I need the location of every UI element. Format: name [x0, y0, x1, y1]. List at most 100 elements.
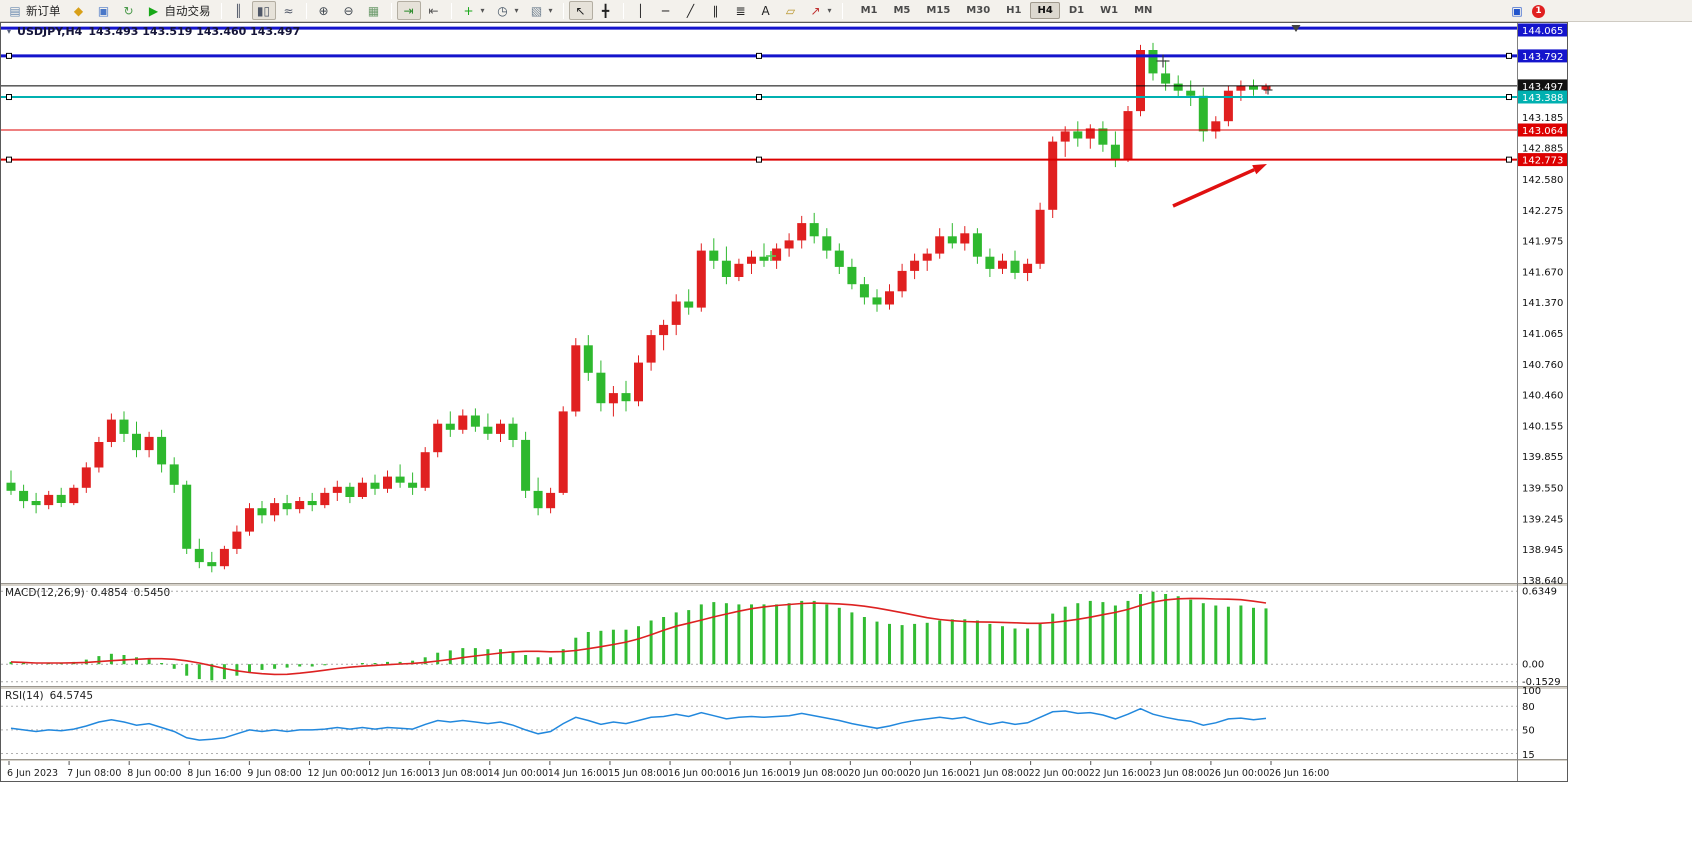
arrows-button[interactable]: ↗ ▾: [804, 1, 837, 20]
chart-ohlc-values: 143.493 143.519 143.460 143.497: [88, 25, 301, 38]
horizontal-lines: [1, 26, 1517, 163]
text-label-icon: ▱: [785, 3, 796, 18]
svg-text:22 Jun 00:00: 22 Jun 00:00: [1029, 768, 1089, 779]
accounts-button[interactable]: ▣: [92, 1, 116, 20]
timeframe-M5[interactable]: M5: [893, 5, 911, 16]
line-handle[interactable]: [756, 156, 762, 163]
zoom-out-icon: ⊖: [343, 3, 354, 18]
fibonacci-button[interactable]: ≣: [729, 1, 753, 20]
timeframe-H1[interactable]: H1: [1006, 5, 1022, 16]
autotrading-button[interactable]: ▶ 自动交易: [142, 1, 216, 20]
candlestick-button[interactable]: ▮▯: [251, 1, 276, 20]
text-label-button[interactable]: ▱: [779, 1, 803, 20]
toolbar-separator: [450, 2, 452, 19]
svg-text:141.370: 141.370: [1522, 298, 1563, 309]
price-cursor[interactable]: [1263, 85, 1273, 95]
notification-badge[interactable]: 1: [1532, 4, 1545, 18]
zoom-in-button[interactable]: ⊕: [312, 1, 336, 20]
timeframe-M30[interactable]: M30: [966, 5, 991, 16]
wizard-icon: ◆: [73, 3, 84, 18]
trend-arrow[interactable]: [1172, 164, 1267, 208]
auto-scroll-icon: ⇥: [403, 3, 414, 18]
periods-button[interactable]: ◷ ▾: [491, 1, 524, 20]
svg-text:139.550: 139.550: [1522, 483, 1563, 494]
toolbar-right-icons: ▣ 1: [1510, 0, 1545, 22]
svg-text:141.065: 141.065: [1522, 329, 1563, 340]
svg-text:8 Jun 00:00: 8 Jun 00:00: [127, 768, 181, 779]
svg-text:143.185: 143.185: [1522, 113, 1563, 124]
dropdown-caret-icon: ▾: [514, 6, 519, 15]
indicators-button[interactable]: + ▾: [457, 1, 490, 20]
auto-scroll-button[interactable]: ⇥: [396, 1, 421, 20]
svg-text:16 Jun 00:00: 16 Jun 00:00: [668, 768, 728, 779]
svg-text:142.885: 142.885: [1522, 144, 1563, 155]
price-badge: [1518, 79, 1567, 93]
timeframe-H4[interactable]: H4: [1030, 2, 1060, 19]
indicators-icon: +: [463, 3, 474, 18]
line-handle[interactable]: [1506, 156, 1512, 163]
refresh-button[interactable]: ↻: [117, 1, 141, 20]
chart-shift-marker[interactable]: [1291, 25, 1301, 32]
pane-separator[interactable]: [1, 583, 1568, 586]
bar-chart-icon: ║: [234, 3, 243, 18]
chart-window: 143.185 142.885 142.580 142.275 141.975 141.6…: [0, 22, 1568, 782]
refresh-icon: ↻: [123, 3, 134, 18]
timeframe-W1[interactable]: W1: [1100, 5, 1119, 16]
line-handle[interactable]: [756, 94, 762, 101]
timeframe-D1[interactable]: D1: [1068, 5, 1085, 16]
svg-text:140.760: 140.760: [1522, 360, 1563, 371]
templates-icon: ▧: [530, 3, 543, 18]
chart-canvas[interactable]: 143.185 142.885 142.580 142.275 141.975 141.6…: [1, 23, 1568, 782]
svg-text:12 Jun 00:00: 12 Jun 00:00: [307, 768, 367, 779]
timeframe-M15[interactable]: M15: [926, 5, 951, 16]
svg-text:12 Jun 16:00: 12 Jun 16:00: [368, 768, 428, 779]
line-chart-button[interactable]: ≈: [277, 1, 301, 20]
trendline-button[interactable]: ╱: [679, 1, 703, 20]
new-order-button[interactable]: ▤ 新订单: [3, 1, 66, 20]
cursor-button[interactable]: ↖: [568, 1, 593, 20]
periods-icon: ◷: [497, 3, 508, 18]
chart-title: ▾ USDJPY,H4 143.493 143.519 143.460 143.…: [7, 25, 300, 38]
dropdown-caret-icon: ▾: [827, 6, 832, 15]
wizard-button[interactable]: ◆: [67, 1, 91, 20]
fibonacci-icon: ≣: [735, 3, 746, 18]
line-handle[interactable]: [6, 52, 12, 59]
new-order-button-label: 新订单: [26, 3, 61, 18]
chart-symbol-period: USDJPY,H4: [17, 25, 83, 38]
svg-text:9 Jun 08:00: 9 Jun 08:00: [247, 768, 301, 779]
pane-separator[interactable]: [1, 686, 1568, 689]
templates-button[interactable]: ▧ ▾: [525, 1, 558, 20]
crosshair-button[interactable]: ╋: [594, 1, 618, 20]
dropdown-caret-icon: ▾: [548, 6, 553, 15]
candlestick-icon: ▮▯: [256, 3, 271, 18]
line-handle[interactable]: [1506, 52, 1512, 59]
timeframe-MN[interactable]: MN: [1134, 5, 1153, 16]
zoom-in-icon: ⊕: [318, 3, 329, 18]
rsi-line: [10, 707, 1267, 741]
zoom-out-button[interactable]: ⊖: [337, 1, 361, 20]
green-plus-marker[interactable]: [766, 251, 776, 261]
price-axis-labels: 143.185 142.885 142.580 142.275 141.975 141.6…: [1522, 113, 1563, 761]
line-handle[interactable]: [6, 94, 12, 101]
tile-windows-button[interactable]: ▦: [362, 1, 386, 20]
svg-text:0.00: 0.00: [1522, 660, 1544, 671]
line-handle[interactable]: [1506, 94, 1512, 101]
channel-button[interactable]: ∥: [704, 1, 728, 20]
bar-chart-button[interactable]: ║: [227, 1, 251, 20]
horizontal-line-button[interactable]: ─: [654, 1, 678, 20]
timeframe-M1[interactable]: M1: [860, 5, 878, 16]
svg-text:15 Jun 08:00: 15 Jun 08:00: [608, 768, 668, 779]
svg-text:143.792: 143.792: [1522, 52, 1563, 63]
svg-text:22 Jun 16:00: 22 Jun 16:00: [1089, 768, 1149, 779]
vertical-line-button[interactable]: │: [629, 1, 653, 20]
svg-text:13 Jun 08:00: 13 Jun 08:00: [428, 768, 488, 779]
text-button[interactable]: A: [754, 1, 778, 20]
svg-text:142.773: 142.773: [1522, 156, 1563, 167]
line-handle[interactable]: [756, 52, 762, 59]
macd-label: MACD(12,26,9) 0.4854 0.5450: [5, 587, 170, 599]
autotrading-icon: ▶: [148, 3, 159, 18]
crosshair-cursor[interactable]: [1156, 54, 1170, 68]
line-handle[interactable]: [6, 156, 12, 163]
chart-shift-button[interactable]: ⇤: [422, 1, 446, 20]
chart-window-icon[interactable]: ▣: [1511, 4, 1523, 18]
